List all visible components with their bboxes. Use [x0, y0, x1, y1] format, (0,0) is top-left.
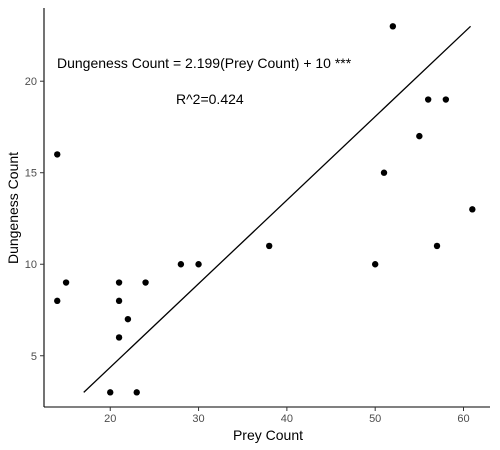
x-axis-title: Prey Count: [233, 427, 303, 443]
data-point: [107, 389, 114, 396]
data-point: [54, 151, 61, 158]
y-tick-label: 5: [31, 351, 37, 363]
plot-area: [54, 23, 476, 396]
data-point: [124, 315, 132, 323]
data-point: [62, 279, 70, 286]
x-tick-label: 20: [104, 413, 116, 425]
data-point: [469, 206, 476, 213]
y-ticks: 5 10 15 20: [25, 76, 44, 363]
x-tick-label: 40: [281, 413, 293, 425]
regression-equation: Dungeness Count = 2.199(Prey Count) + 10…: [57, 55, 352, 71]
x-tick-label: 30: [192, 413, 204, 425]
data-point: [115, 297, 123, 305]
data-point: [424, 96, 432, 103]
data-point: [115, 279, 123, 286]
data-point: [133, 389, 140, 396]
data-point: [266, 242, 273, 250]
data-point: [177, 261, 185, 268]
y-axis-title: Dungeness Count: [5, 152, 21, 264]
data-point: [416, 132, 423, 140]
y-tick-label: 15: [25, 168, 37, 180]
data-point: [442, 96, 450, 103]
data-point: [380, 169, 388, 176]
data-point: [389, 23, 397, 30]
r-squared-label: R^2=0.424: [176, 91, 244, 107]
x-ticks: 20 30 40 50 60: [104, 407, 470, 425]
data-point: [371, 261, 379, 268]
data-point: [54, 297, 61, 305]
regression-line: [83, 25, 472, 393]
data-point: [115, 334, 123, 341]
data-point: [433, 242, 441, 250]
x-tick-label: 50: [369, 413, 381, 425]
data-point: [142, 279, 149, 286]
y-tick-label: 20: [25, 76, 37, 88]
y-tick-label: 10: [25, 259, 37, 271]
axes: [43, 8, 490, 408]
x-tick-label: 60: [457, 413, 469, 425]
data-point: [195, 261, 202, 268]
